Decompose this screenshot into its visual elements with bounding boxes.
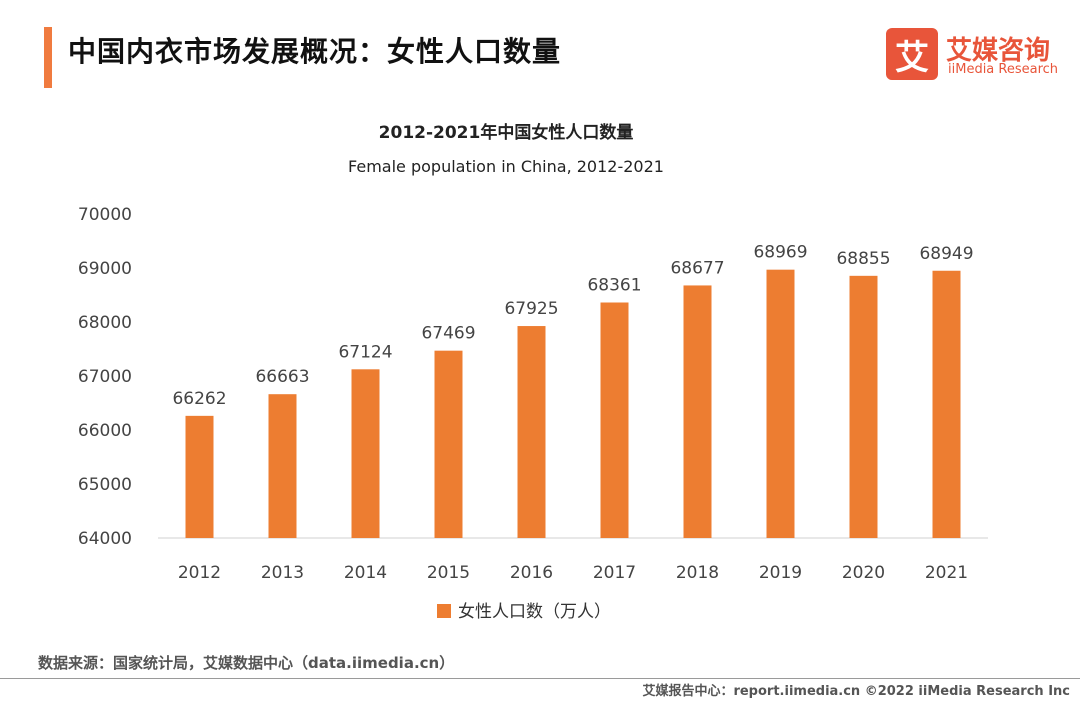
- y-tick-label: 67000: [78, 367, 132, 387]
- legend-label: 女性人口数（万人）: [458, 602, 611, 622]
- brand-logo: 艾 艾媒咨询 iiMedia Research: [886, 28, 1066, 84]
- x-tick-label: 2019: [759, 563, 802, 583]
- data-label: 67925: [504, 299, 558, 319]
- data-label: 68677: [670, 258, 724, 278]
- data-label: 68361: [587, 276, 641, 296]
- chart-title: 2012-2021年中国女性人口数量: [378, 123, 634, 143]
- y-tick-label: 66000: [78, 421, 132, 441]
- bar: [600, 302, 629, 538]
- logo-name-cn: 艾媒咨询: [946, 36, 1051, 66]
- x-tick-label: 2013: [261, 563, 304, 583]
- logo-mark: 艾: [886, 28, 938, 80]
- y-tick-label: 69000: [78, 259, 132, 279]
- bar: [268, 394, 297, 538]
- footer-copyright: 艾媒报告中心：report.iimedia.cn ©2022 iiMedia R…: [642, 684, 1070, 699]
- bar: [849, 275, 878, 538]
- data-label: 68949: [919, 244, 973, 264]
- x-tick-label: 2020: [842, 563, 885, 583]
- page-title: 中国内衣市场发展概况：女性人口数量: [68, 35, 562, 68]
- data-label: 66262: [172, 389, 226, 409]
- y-tick-label: 65000: [78, 475, 132, 495]
- bar: [683, 285, 712, 538]
- bar: [434, 350, 463, 538]
- bar: [766, 269, 795, 538]
- bar: [932, 270, 961, 538]
- x-tick-label: 2014: [344, 563, 387, 583]
- data-label: 66663: [255, 367, 309, 387]
- y-tick-label: 68000: [78, 313, 132, 333]
- x-tick-label: 2018: [676, 563, 719, 583]
- data-label: 68969: [753, 243, 807, 263]
- data-source-note: 数据来源：国家统计局，艾媒数据中心（data.iimedia.cn）: [38, 654, 455, 672]
- x-tick-label: 2016: [510, 563, 553, 583]
- y-tick-label: 64000: [78, 529, 132, 549]
- x-tick-label: 2012: [178, 563, 221, 583]
- data-label: 67469: [421, 324, 475, 344]
- y-tick-label: 70000: [78, 205, 132, 225]
- legend-swatch: [437, 604, 451, 618]
- data-label: 68855: [836, 249, 890, 269]
- bar: [185, 415, 214, 538]
- footer-divider: [0, 678, 1080, 679]
- chart-subtitle: Female population in China, 2012-2021: [348, 157, 664, 176]
- logo-name-en: iiMedia Research: [948, 62, 1059, 77]
- x-tick-label: 2015: [427, 563, 470, 583]
- title-accent-bar: [44, 27, 52, 88]
- data-label: 67124: [338, 342, 392, 362]
- bar: [517, 326, 546, 538]
- x-tick-label: 2021: [925, 563, 968, 583]
- x-tick-label: 2017: [593, 563, 636, 583]
- bar: [351, 369, 380, 538]
